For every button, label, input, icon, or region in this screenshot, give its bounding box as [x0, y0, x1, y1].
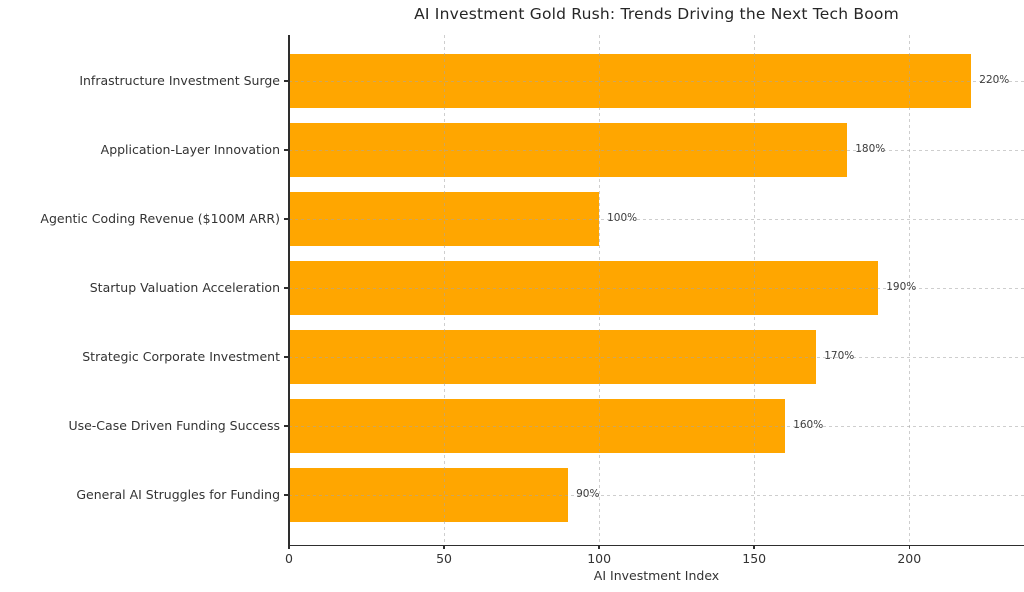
category-label: Infrastructure Investment Surge — [79, 73, 280, 88]
category-label: General AI Struggles for Funding — [76, 487, 280, 502]
y-tick-mark — [284, 356, 288, 358]
category-label: Startup Valuation Acceleration — [89, 280, 280, 295]
value-label: 90% — [576, 488, 600, 500]
vertical-gridline — [598, 35, 600, 545]
x-tick-label: 50 — [436, 551, 453, 566]
y-tick-mark — [284, 494, 288, 496]
category-label: Agentic Coding Revenue ($100M ARR) — [40, 211, 280, 226]
y-tick-mark — [284, 287, 288, 289]
x-tick-mark — [598, 545, 600, 549]
x-axis-title: AI Investment Index — [593, 568, 720, 583]
value-label: 170% — [824, 350, 855, 362]
value-label: 190% — [886, 281, 917, 293]
x-tick-mark — [288, 545, 290, 549]
horizontal-gridline — [289, 218, 1024, 220]
value-label: 100% — [607, 212, 638, 224]
vertical-gridline — [753, 35, 755, 545]
category-label: Application-Layer Innovation — [100, 142, 280, 157]
y-tick-mark — [284, 149, 288, 151]
x-tick-mark — [443, 545, 445, 549]
value-label: 220% — [979, 74, 1010, 86]
horizontal-gridline — [289, 425, 1024, 427]
y-tick-mark — [284, 425, 288, 427]
x-tick-label: 100 — [587, 551, 612, 566]
vertical-gridline — [908, 35, 910, 545]
horizontal-gridline — [289, 494, 1024, 496]
plot-area — [288, 35, 1024, 546]
x-tick-label: 0 — [285, 551, 293, 566]
horizontal-gridline — [289, 287, 1024, 289]
chart-title: AI Investment Gold Rush: Trends Driving … — [414, 5, 899, 23]
x-axis-spine — [288, 544, 1024, 546]
category-label: Use-Case Driven Funding Success — [68, 418, 280, 433]
y-tick-mark — [284, 80, 288, 82]
x-tick-label: 200 — [897, 551, 922, 566]
horizontal-gridline — [289, 149, 1024, 151]
x-tick-label: 150 — [742, 551, 767, 566]
x-tick-mark — [753, 545, 755, 549]
vertical-gridline — [443, 35, 445, 545]
value-label: 180% — [855, 143, 886, 155]
y-axis-spine — [288, 35, 290, 546]
horizontal-gridline — [289, 356, 1024, 358]
horizontal-gridline — [289, 80, 1024, 82]
category-label: Strategic Corporate Investment — [82, 349, 280, 364]
value-label: 160% — [793, 419, 824, 431]
x-tick-mark — [908, 545, 910, 549]
y-tick-mark — [284, 218, 288, 220]
